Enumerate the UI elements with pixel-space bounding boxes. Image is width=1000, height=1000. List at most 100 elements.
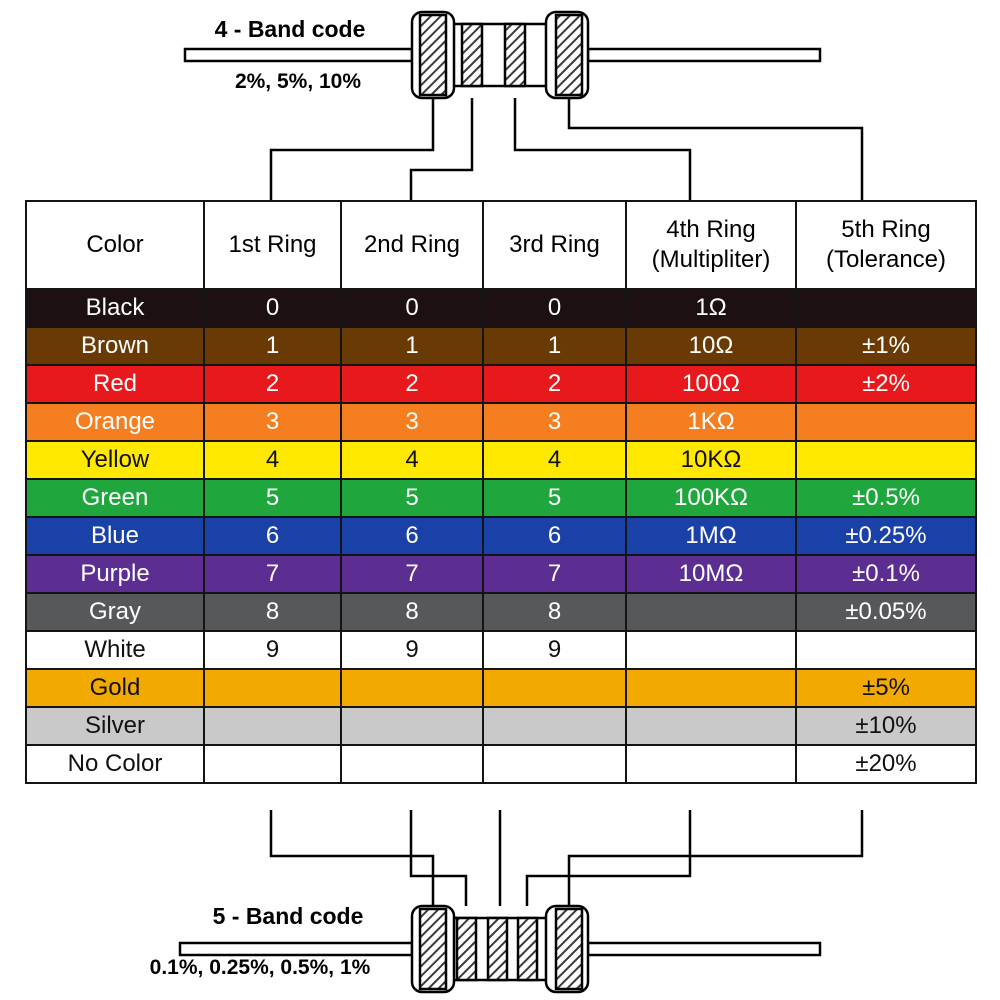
color-name-cell: Red: [25, 364, 205, 404]
ring2-cell: 4: [340, 440, 484, 480]
table-row: Red 2 2 2 100Ω ±2%: [25, 364, 977, 404]
ring2-cell: [340, 706, 484, 746]
tolerance-cell: ±10%: [795, 706, 977, 746]
tolerance-cell: ±20%: [795, 744, 977, 784]
color-name-cell: Orange: [25, 402, 205, 442]
ring3-cell: 6: [482, 516, 627, 556]
ring2-cell: 3: [340, 402, 484, 442]
ring1-cell: 7: [203, 554, 342, 594]
color-name-cell: White: [25, 630, 205, 670]
table-row: Yellow 4 4 4 10KΩ: [25, 440, 977, 480]
multiplier-cell: [625, 630, 797, 670]
ring1-cell: 8: [203, 592, 342, 632]
ring3-cell: 0: [482, 288, 627, 328]
five-band-tolerances: 0.1%, 0.25%, 0.5%, 1%: [149, 956, 371, 979]
color-band: [486, 916, 509, 982]
tolerance-cell: ±0.1%: [795, 554, 977, 594]
color-band: [554, 13, 584, 97]
five-band-code-title: 5 - Band code: [212, 903, 364, 929]
tolerance-cell: ±0.05%: [795, 592, 977, 632]
resistor-5band-illustration: [178, 904, 822, 994]
ring1-cell: 0: [203, 288, 342, 328]
ring1-cell: 4: [203, 440, 342, 480]
ring1-cell: 5: [203, 478, 342, 518]
col-header-ring1: 1st Ring: [203, 200, 342, 290]
color-band: [554, 907, 584, 991]
ring1-cell: 2: [203, 364, 342, 404]
multiplier-cell: 1Ω: [625, 288, 797, 328]
connector-lines-bottom: [269, 810, 864, 906]
ring1-cell: 6: [203, 516, 342, 556]
table-row: White 9 9 9: [25, 630, 977, 670]
multiplier-cell: 100KΩ: [625, 478, 797, 518]
ring2-cell: 6: [340, 516, 484, 556]
connector-lines-top: [269, 98, 864, 200]
tolerance-cell: [795, 440, 977, 480]
ring2-cell: 8: [340, 592, 484, 632]
resistor-lead-left: [178, 941, 414, 957]
tolerance-cell: ±2%: [795, 364, 977, 404]
col-header-ring3: 3rd Ring: [482, 200, 627, 290]
ring1-cell: 3: [203, 402, 342, 442]
color-band: [418, 13, 448, 97]
header-row: Color 1st Ring 2nd Ring 3rd Ring 4th Rin…: [25, 200, 977, 290]
col-header-ring4: 4th Ring (Multipliter): [625, 200, 797, 290]
color-name-cell: Gray: [25, 592, 205, 632]
table-row: Silver ±10%: [25, 706, 977, 746]
table-row: Green 5 5 5 100KΩ ±0.5%: [25, 478, 977, 518]
ring2-cell: 5: [340, 478, 484, 518]
ring1-cell: [203, 668, 342, 708]
tolerance-cell: [795, 288, 977, 328]
color-name-cell: No Color: [25, 744, 205, 784]
color-name-cell: Green: [25, 478, 205, 518]
color-name-cell: Black: [25, 288, 205, 328]
table-row: Gold ±5%: [25, 668, 977, 708]
table-row: Orange 3 3 3 1KΩ: [25, 402, 977, 442]
tolerance-cell: ±5%: [795, 668, 977, 708]
tolerance-cell: ±0.5%: [795, 478, 977, 518]
four-band-tolerances: 2%, 5%, 10%: [234, 70, 362, 93]
color-name-cell: Gold: [25, 668, 205, 708]
multiplier-cell: [625, 744, 797, 784]
multiplier-cell: 1MΩ: [625, 516, 797, 556]
table-row: Blue 6 6 6 1MΩ ±0.25%: [25, 516, 977, 556]
ring2-cell: 2: [340, 364, 484, 404]
color-band: [455, 916, 478, 982]
ring2-cell: [340, 668, 484, 708]
color-band: [418, 907, 448, 991]
tolerance-cell: [795, 630, 977, 670]
multiplier-cell: 1KΩ: [625, 402, 797, 442]
color-band: [516, 916, 539, 982]
multiplier-cell: 10KΩ: [625, 440, 797, 480]
color-name-cell: Silver: [25, 706, 205, 746]
multiplier-cell: 100Ω: [625, 364, 797, 404]
color-name-cell: Yellow: [25, 440, 205, 480]
four-band-code-title: 4 - Band code: [214, 16, 366, 42]
multiplier-cell: [625, 668, 797, 708]
col-header-ring5: 5th Ring (Tolerance): [795, 200, 977, 290]
table-row: No Color ±20%: [25, 744, 977, 784]
resistor-lead-right: [586, 47, 822, 63]
ring3-cell: 9: [482, 630, 627, 670]
resistor-4band-illustration: [183, 10, 822, 100]
ring1-cell: [203, 706, 342, 746]
table-row: Gray 8 8 8 ±0.05%: [25, 592, 977, 632]
color-name-cell: Brown: [25, 326, 205, 366]
tolerance-cell: ±1%: [795, 326, 977, 366]
ring1-cell: 9: [203, 630, 342, 670]
ring3-cell: [482, 706, 627, 746]
resistor-lead-right: [586, 941, 822, 957]
ring3-cell: 3: [482, 402, 627, 442]
ring2-cell: 1: [340, 326, 484, 366]
color-code-table: Color 1st Ring 2nd Ring 3rd Ring 4th Rin…: [25, 200, 977, 784]
ring3-cell: 7: [482, 554, 627, 594]
ring3-cell: 8: [482, 592, 627, 632]
multiplier-cell: [625, 592, 797, 632]
ring1-cell: [203, 744, 342, 784]
ring1-cell: 1: [203, 326, 342, 366]
ring3-cell: 2: [482, 364, 627, 404]
color-name-cell: Purple: [25, 554, 205, 594]
tolerance-cell: [795, 402, 977, 442]
